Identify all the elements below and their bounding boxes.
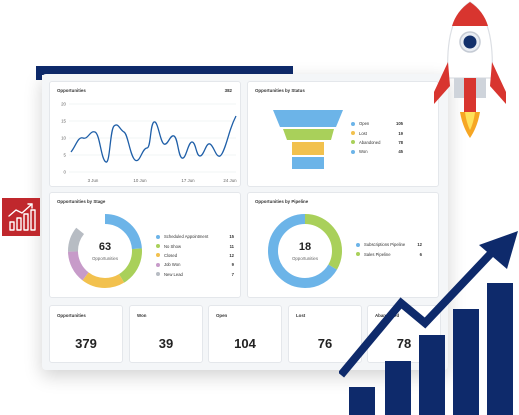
legend-item[interactable]: No Show 11 xyxy=(156,241,234,250)
growth-bar xyxy=(453,309,479,415)
donut-segment-closed xyxy=(68,214,142,288)
kpi-label: Opportunities xyxy=(57,313,86,318)
legend-item[interactable]: Job Won 9 xyxy=(156,260,234,269)
legend-dot xyxy=(156,244,160,249)
funnel-segment-abandoned xyxy=(292,142,324,155)
funnel-segment-won xyxy=(292,157,324,169)
status-legend: Open 105 Lost 19 Abandoned 78 Won 45 xyxy=(351,119,403,157)
legend-item[interactable]: Scheduled Appointment 15 xyxy=(156,232,234,241)
growth-bars-illustration xyxy=(339,231,518,415)
legend-dot xyxy=(351,149,355,154)
legend-dot xyxy=(156,272,160,277)
y-tick-label: 20 xyxy=(61,102,66,107)
y-tick-label: 0 xyxy=(64,170,67,175)
y-tick-label: 5 xyxy=(64,153,67,158)
legend-dot xyxy=(351,131,355,136)
chart-growth-icon xyxy=(8,203,36,231)
kpi-card-won[interactable]: Won 39 xyxy=(129,305,203,363)
growth-arrow-line xyxy=(339,244,500,378)
donut-segment-scheduled xyxy=(68,214,142,288)
legend-item[interactable]: Open 105 xyxy=(351,119,403,128)
growth-bar xyxy=(385,361,411,415)
opportunities-chart-card[interactable]: Opportunities 382 20 15 10 5 0 3 Jun 10 … xyxy=(49,81,241,187)
opportunities-chart-title: Opportunities xyxy=(57,88,86,93)
legend-item[interactable]: Closed 12 xyxy=(156,251,234,260)
growth-arrow-head xyxy=(479,231,518,269)
pipeline-card-title: Opportunities by Pipeline xyxy=(255,199,309,204)
opportunities-chart-count: 382 xyxy=(224,88,232,93)
pipeline-legend: Subscriptions Pipeline 12 Sales Pipeline 6 xyxy=(356,240,422,259)
legend-item[interactable]: Lost 19 xyxy=(351,128,403,137)
legend-dot xyxy=(156,262,160,267)
kpi-value: 379 xyxy=(75,336,97,351)
legend-item[interactable]: Sales Pipeline 6 xyxy=(356,249,422,258)
status-funnel xyxy=(273,110,343,169)
pipeline-total-label: Opportunities xyxy=(291,256,319,261)
kpi-label: Lost xyxy=(296,313,306,318)
donut-segment-sales xyxy=(268,214,342,288)
pipeline-donut xyxy=(268,214,342,288)
growth-bar xyxy=(349,387,375,415)
opportunities-series-line xyxy=(70,115,237,163)
stage-donut xyxy=(68,214,142,288)
legend-item[interactable]: Abandoned 78 xyxy=(351,138,403,147)
dashboard-panel: Opportunities 382 20 15 10 5 0 3 Jun 10 … xyxy=(42,74,448,370)
x-tick-label: 24 Jun xyxy=(223,178,237,183)
x-tick-label: 10 Jun xyxy=(133,178,147,183)
stage-legend: Scheduled Appointment 15 No Show 11 Closed… xyxy=(156,232,234,279)
rocket-icon xyxy=(434,1,506,138)
funnel-segment-open xyxy=(273,110,343,127)
pipeline-total: 18 xyxy=(298,241,312,253)
status-card-title: Opportunities by Status xyxy=(255,88,305,93)
kpi-value: 78 xyxy=(396,336,412,351)
decorative-top-bar xyxy=(36,66,293,75)
growth-bar xyxy=(487,283,513,415)
stage-card[interactable]: Opportunities by Stage 63 Opportunities … xyxy=(49,192,241,298)
stage-total: 63 xyxy=(98,241,112,253)
analytics-badge xyxy=(2,198,40,236)
legend-dot xyxy=(156,234,160,239)
x-tick-label: 3 Jun xyxy=(88,178,99,183)
legend-dot xyxy=(356,242,360,247)
y-tick-label: 15 xyxy=(61,119,66,124)
opportunities-line-chart: 20 15 10 5 0 3 Jun 10 Jun 17 Jun 24 Jun xyxy=(61,102,237,184)
stage-total-label: Opportunities xyxy=(91,256,119,261)
kpi-card-lost[interactable]: Lost 76 xyxy=(288,305,362,363)
legend-dot xyxy=(351,121,355,126)
y-tick-label: 10 xyxy=(61,136,66,141)
x-tick-label: 17 Jun xyxy=(181,178,195,183)
legend-item[interactable]: Won 45 xyxy=(351,147,403,156)
kpi-value: 104 xyxy=(234,336,256,351)
pipeline-card[interactable]: Opportunities by Pipeline 18 Opportuniti… xyxy=(247,192,439,298)
donut-segment-new-lead xyxy=(68,214,142,288)
kpi-label: Open xyxy=(216,313,228,318)
kpi-value: 76 xyxy=(317,336,333,351)
legend-dot xyxy=(351,140,355,145)
growth-bar xyxy=(419,335,445,415)
stage-card-title: Opportunities by Stage xyxy=(57,199,106,204)
legend-dot xyxy=(356,252,360,257)
kpi-card-open[interactable]: Open 104 xyxy=(208,305,282,363)
legend-dot xyxy=(156,253,160,258)
legend-item[interactable]: New Lead 7 xyxy=(156,270,234,279)
decorative-side-bar xyxy=(36,66,42,80)
funnel-segment-lost xyxy=(283,129,334,140)
kpi-card-opportunities[interactable]: Opportunities 379 xyxy=(49,305,123,363)
donut-segment-no-show xyxy=(68,214,142,288)
kpi-value: 39 xyxy=(158,336,174,351)
kpi-label: Won xyxy=(137,313,147,318)
status-card[interactable]: Opportunities by Status Open 105 Lost 19 A… xyxy=(247,81,439,187)
legend-item[interactable]: Subscriptions Pipeline 12 xyxy=(356,240,422,249)
